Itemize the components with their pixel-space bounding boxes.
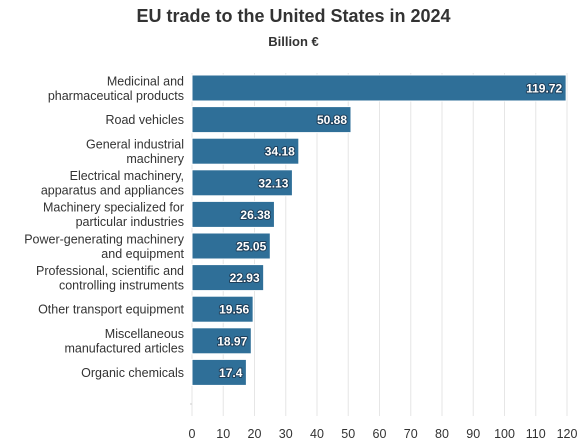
bar [191,358,247,386]
chart-title: EU trade to the United States in 2024 [136,6,451,26]
bar [191,232,271,260]
x-tick-label: 0 [189,427,196,439]
category-label: Electrical machinery, [70,169,184,183]
category-label: controlling instruments [59,278,184,292]
data-label: 19.56 [219,303,249,317]
bar [191,74,567,102]
x-axis-ticks: 0 10 20 30 40 50 60 70 80 90 100 110 120 [189,427,578,439]
category-label: apparatus and appliances [41,184,184,198]
data-label: 26.38 [240,208,270,222]
category-label: Road vehicles [105,113,184,127]
data-label: 119.72 [526,82,562,96]
category-label: Miscellaneous [105,327,184,341]
category-label: Machinery specialized for [43,201,184,215]
category-label: Power-generating machinery [24,232,185,246]
x-tick-label: 110 [526,427,546,439]
category-label: Other transport equipment [38,303,184,317]
chart-subtitle: Billion € [268,34,319,49]
data-label: 22.93 [230,271,260,285]
x-tick-label: 20 [248,427,262,439]
data-label: 17.4 [219,366,243,380]
category-label: Organic chemicals [81,366,184,380]
x-tick-label: 10 [216,427,230,439]
x-tick-label: 70 [404,427,418,439]
bar [191,137,300,165]
bar [191,169,293,197]
bars [191,74,567,386]
data-labels: 119.72 50.88 34.18 32.13 26.38 25.05 22.93 19.5… [216,81,563,381]
category-label: particular industries [76,215,184,229]
category-label: Professional, scientific and [36,264,184,278]
data-label: 25.05 [236,240,266,254]
category-label: General industrial [86,137,184,151]
x-tick-label: 80 [435,427,449,439]
data-label: 18.97 [217,334,247,348]
category-label: and equipment [101,247,184,261]
bar [191,264,265,292]
data-label: 50.88 [317,113,347,127]
x-tick-label: 90 [466,427,480,439]
category-label: machinery [126,152,184,166]
data-label: 34.18 [265,145,295,159]
x-tick-label: 50 [341,427,355,439]
bar [191,106,352,134]
category-label: manufactured articles [64,342,184,356]
bar [191,200,275,228]
data-label: 32.13 [258,176,288,190]
bar [191,295,254,323]
x-tick-label: 40 [310,427,324,439]
x-tick-label: 100 [494,427,515,439]
bar [191,327,252,355]
category-label: pharmaceutical products [48,89,184,103]
x-tick-label: 60 [373,427,387,439]
x-tick-label: 120 [557,427,578,439]
category-label: Medicinal and [107,74,184,88]
x-tick-label: 30 [279,427,293,439]
